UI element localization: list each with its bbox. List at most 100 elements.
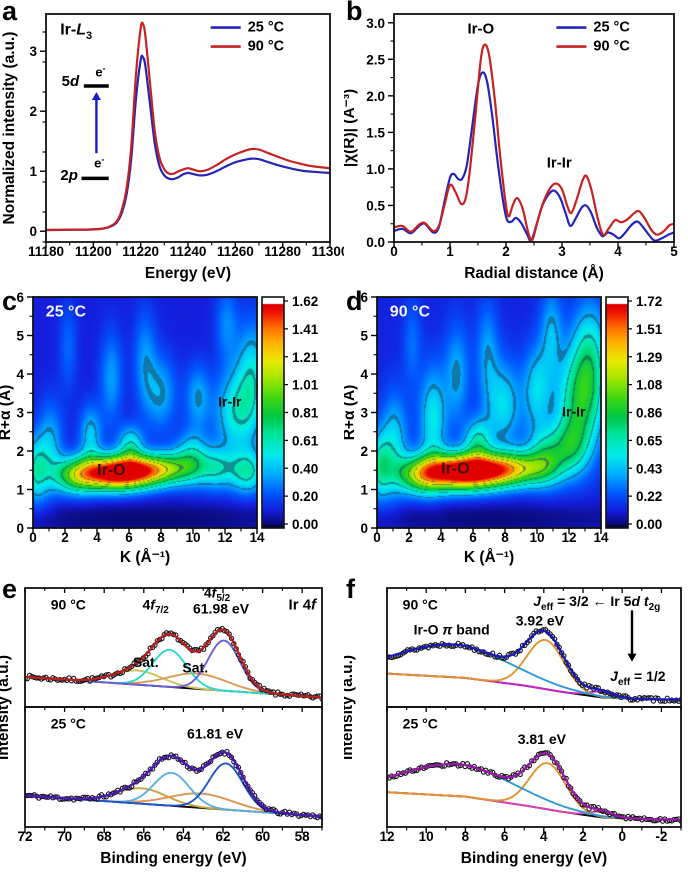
svg-text:11220: 11220 [122, 244, 159, 259]
svg-text:K (Å⁻¹): K (Å⁻¹) [464, 549, 514, 566]
svg-text:1.29: 1.29 [636, 350, 662, 365]
svg-text:10: 10 [419, 829, 434, 844]
svg-text:0: 0 [29, 530, 37, 545]
svg-text:1.41: 1.41 [292, 322, 319, 337]
svg-text:11300: 11300 [312, 244, 344, 259]
svg-text:Ir-Ir: Ir-Ir [547, 154, 572, 171]
svg-text:4: 4 [437, 530, 445, 545]
svg-text:6: 6 [16, 290, 24, 305]
svg-text:4: 4 [360, 367, 368, 382]
panel-label-c: c [2, 286, 18, 316]
panel-label-f: f [346, 574, 355, 604]
svg-text:Ir 4f: Ir 4f [289, 596, 319, 613]
svg-text:1: 1 [16, 483, 24, 498]
svg-text:61.98 eV: 61.98 eV [193, 601, 250, 617]
svg-text:58: 58 [295, 829, 311, 844]
svg-text:0: 0 [390, 244, 398, 259]
svg-text:60: 60 [255, 829, 270, 844]
svg-text:3.0: 3.0 [366, 16, 385, 31]
panel-e: e 90 °C 4f7/2 4f5/2 61.98 eV Ir 4f Sat. Sat. 25… [0, 574, 344, 872]
svg-text:6: 6 [501, 829, 509, 844]
svg-text:1: 1 [360, 483, 368, 498]
svg-text:25 °C: 25 °C [403, 715, 438, 731]
svg-text:61.81 eV: 61.81 eV [187, 725, 244, 741]
svg-text:5d: 5d [62, 73, 80, 90]
svg-text:0.40: 0.40 [292, 461, 318, 476]
svg-text:Sat.: Sat. [133, 654, 159, 670]
svg-text:2: 2 [29, 104, 37, 119]
svg-text:3.81 eV: 3.81 eV [518, 731, 567, 747]
svg-text:2.5: 2.5 [366, 52, 385, 67]
svg-text:14: 14 [249, 530, 265, 545]
panel-c-heatmap [33, 297, 257, 528]
svg-text:11180: 11180 [28, 244, 64, 259]
svg-text:4: 4 [614, 244, 622, 259]
svg-text:R+α (Å): R+α (Å) [0, 385, 14, 441]
svg-text:2: 2 [579, 829, 587, 844]
panel-label-d: d [346, 286, 363, 316]
svg-text:4: 4 [93, 530, 101, 545]
svg-text:90 °C: 90 °C [403, 596, 438, 612]
panel-a-plot: 11180 11200 11220 11240 11260 11280 11300 Energ… [1, 13, 344, 282]
svg-text:Radial distance (Å): Radial distance (Å) [464, 265, 604, 282]
svg-text:Ir-O: Ir-O [467, 21, 494, 38]
svg-text:2: 2 [16, 444, 24, 459]
svg-text:0.61: 0.61 [292, 433, 319, 448]
svg-text:1.0: 1.0 [366, 162, 385, 177]
svg-text:6: 6 [469, 530, 477, 545]
svg-text:25 °C: 25 °C [248, 20, 285, 36]
panel-label-a: a [2, 0, 18, 26]
svg-text:2: 2 [61, 530, 69, 545]
svg-text:0.5: 0.5 [366, 198, 385, 213]
svg-text:Normalized intensity (a.u.): Normalized intensity (a.u.) [1, 32, 18, 225]
svg-text:11240: 11240 [170, 244, 207, 259]
svg-text:1.21: 1.21 [292, 350, 319, 365]
svg-text:70: 70 [57, 829, 72, 844]
panel-label-b: b [346, 0, 363, 26]
svg-text:5: 5 [360, 329, 368, 344]
svg-text:4f7/2: 4f7/2 [142, 596, 169, 616]
svg-text:1.72: 1.72 [636, 294, 662, 309]
svg-text:0.22: 0.22 [636, 489, 662, 504]
svg-text:3: 3 [360, 406, 368, 421]
svg-text:25 °C: 25 °C [593, 20, 630, 36]
svg-text:0.0: 0.0 [366, 235, 385, 250]
svg-text:1.5: 1.5 [366, 125, 385, 140]
svg-text:3.92 eV: 3.92 eV [516, 613, 565, 629]
svg-text:10: 10 [185, 530, 200, 545]
svg-text:1.08: 1.08 [636, 378, 663, 393]
svg-text:2.0: 2.0 [366, 89, 385, 104]
svg-text:Ir-Ir: Ir-Ir [562, 403, 586, 419]
panel-c-colorbar [262, 297, 284, 528]
svg-text:-2: -2 [655, 829, 667, 844]
svg-text:0.20: 0.20 [292, 489, 318, 504]
svg-text:1.01: 1.01 [292, 378, 319, 393]
svg-text:64: 64 [176, 829, 192, 844]
svg-text:11280: 11280 [264, 244, 301, 259]
svg-text:11260: 11260 [217, 244, 254, 259]
panel-a: a 11180 11200 11220 11240 11260 11280 11300 Ene… [0, 0, 344, 290]
svg-text:14: 14 [593, 530, 609, 545]
svg-text:R+α (Å): R+α (Å) [344, 385, 358, 441]
svg-text:11200: 11200 [75, 244, 112, 259]
svg-text:3: 3 [558, 244, 566, 259]
svg-text:6: 6 [360, 290, 368, 305]
svg-text:2: 2 [405, 530, 413, 545]
svg-text:Ir-O π band: Ir-O π band [414, 621, 490, 637]
panel-d: d 0 2 4 6 8 10 12 14 K (Å⁻¹) 0 1 2 3 4 5 6 R+α (Å) 90 °C I… [344, 286, 688, 578]
svg-text:1.51: 1.51 [636, 322, 663, 337]
panel-b: b 0 1 2 3 4 5 Radial distance (Å) 0.0 0.5 1.0 1.5 2… [344, 0, 688, 290]
svg-text:0: 0 [16, 521, 24, 536]
svg-text:e-: e- [95, 63, 105, 79]
svg-text:90 °C: 90 °C [390, 303, 431, 320]
svg-text:12: 12 [379, 829, 394, 844]
svg-text:Jeff = 3/2 ← Ir 5d t2g: Jeff = 3/2 ← Ir 5d t2g [533, 593, 660, 613]
svg-text:0: 0 [360, 521, 368, 536]
svg-text:Intensity (a.u.): Intensity (a.u.) [344, 655, 356, 760]
svg-text:68: 68 [97, 829, 113, 844]
svg-text:25 °C: 25 °C [46, 303, 87, 320]
svg-text:0: 0 [373, 530, 381, 545]
